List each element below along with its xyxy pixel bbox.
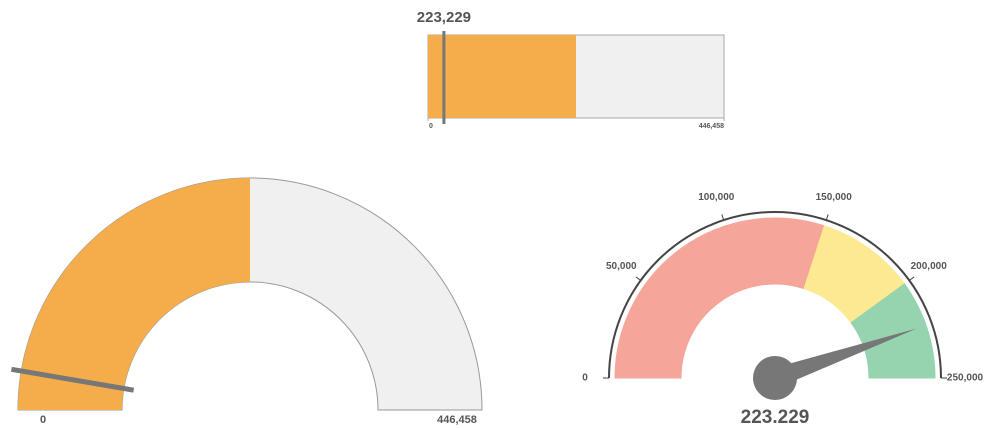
band	[850, 283, 936, 379]
bullet-value-label: 223,229	[417, 9, 471, 26]
gauge-marker	[11, 366, 135, 393]
tick-label: 50,000	[606, 261, 637, 272]
x-tick-label: 0	[429, 123, 433, 130]
tick-label: 0	[40, 414, 46, 426]
tick-mark	[635, 276, 641, 281]
needle	[771, 328, 917, 388]
needle-hub	[753, 356, 797, 400]
tick-label: 250,000	[947, 373, 984, 384]
gauge-fill	[18, 178, 250, 410]
tick-label: 100,000	[698, 192, 735, 203]
x-tick-label: 446,458	[699, 123, 724, 130]
band	[614, 217, 826, 379]
outer-arc	[608, 211, 942, 379]
bullet-bar	[428, 35, 576, 118]
tick-label: 200,000	[911, 261, 948, 272]
value-label: 223.229	[741, 407, 810, 428]
tick-mark	[825, 214, 829, 221]
tick-mark	[909, 276, 915, 281]
tick-mark	[721, 214, 725, 221]
tick-label: 150,000	[816, 192, 853, 203]
tick-label: 446,458	[437, 414, 477, 426]
tick-label: 0	[582, 373, 588, 384]
